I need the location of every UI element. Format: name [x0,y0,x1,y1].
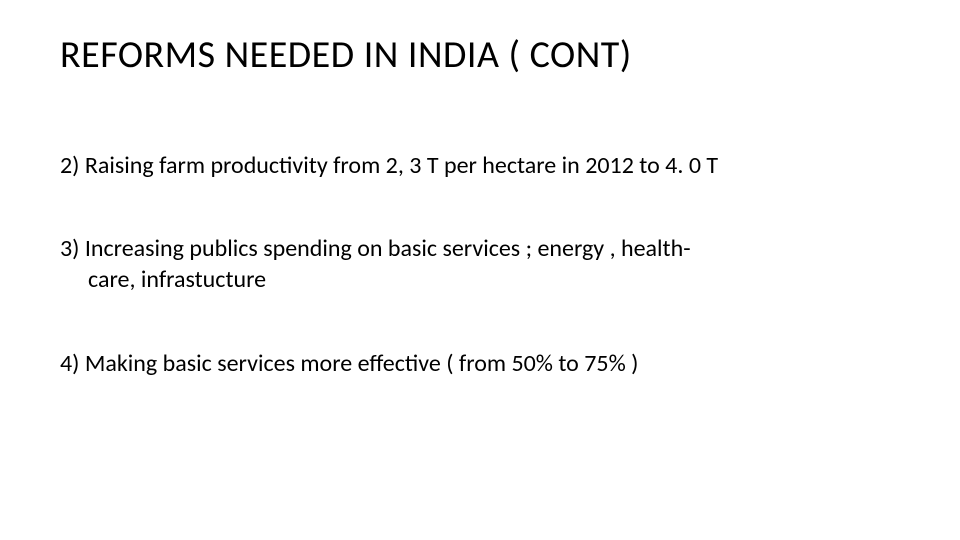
list-item: 4) Making basic services more effective … [60,348,900,379]
list-item: 3) Increasing publics spending on basic … [60,233,900,295]
list-item-line1: 3) Increasing publics spending on basic … [60,234,691,263]
slide-title: REFORMS NEEDED IN INDIA ( CONT) [60,32,900,78]
list-item: 2) Raising farm productivity from 2, 3 T… [60,150,900,181]
list-item-line2: care, infrastucture [88,265,266,294]
